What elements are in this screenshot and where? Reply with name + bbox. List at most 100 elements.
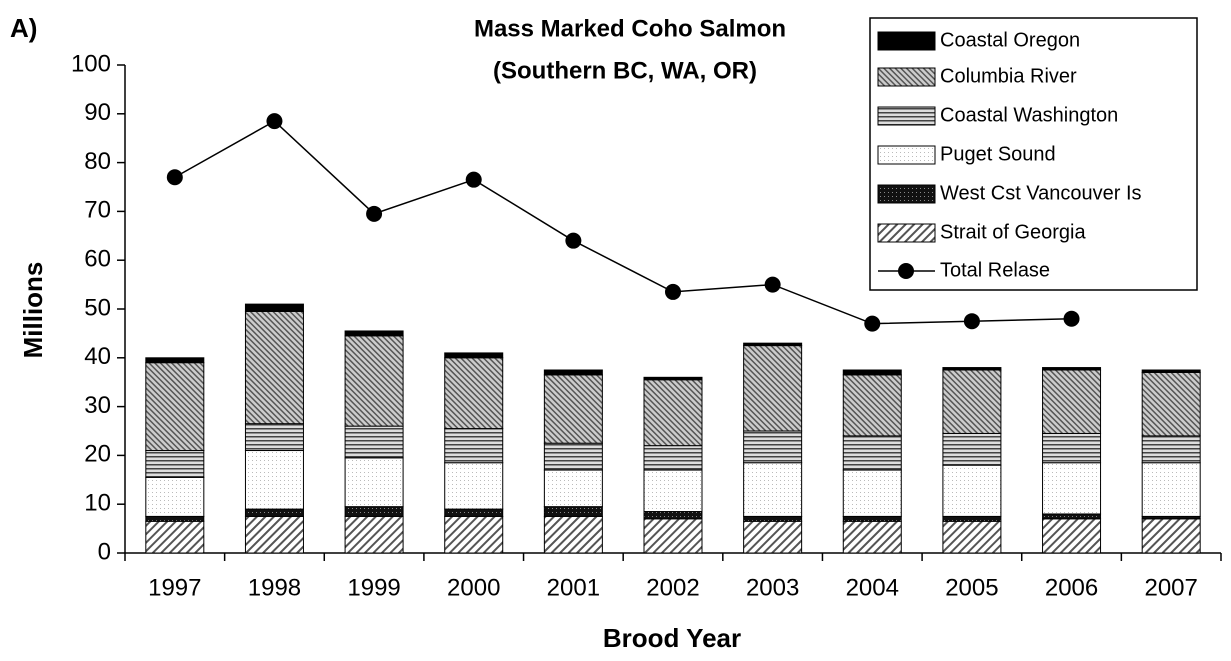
- bar-segment: [643, 376, 703, 381]
- x-tick-label: 2006: [1045, 574, 1098, 601]
- bar-segment: [145, 520, 205, 554]
- bar-segment: [244, 508, 304, 517]
- x-tick-label: 2007: [1144, 574, 1197, 601]
- bar-segment: [942, 515, 1002, 522]
- panel-label: A): [10, 13, 37, 43]
- x-tick-label: 1998: [248, 574, 301, 601]
- bar-segment: [444, 352, 504, 359]
- y-tick-label: 30: [84, 392, 111, 419]
- legend-label: Puget Sound: [940, 143, 1056, 165]
- legend-label: Coastal Oregon: [940, 29, 1080, 51]
- x-tick-label: 2005: [945, 574, 998, 601]
- bar-segment: [344, 335, 404, 427]
- x-tick-label: 2000: [447, 574, 500, 601]
- legend-label: Columbia River: [940, 65, 1077, 87]
- legend-swatch: [877, 184, 936, 204]
- total-marker: [665, 283, 681, 300]
- bar-segment: [344, 425, 404, 459]
- y-tick-label: 0: [98, 538, 111, 565]
- bar-segment: [743, 515, 803, 522]
- bar-segment: [643, 518, 703, 554]
- bar-segment: [643, 469, 703, 513]
- bar-segment: [1141, 518, 1201, 554]
- bar-segment: [643, 445, 703, 471]
- total-marker: [166, 169, 183, 186]
- bar-segment: [743, 520, 803, 554]
- bar-segment: [543, 506, 603, 517]
- legend-swatch: [877, 145, 936, 165]
- bar-segment: [244, 303, 304, 312]
- bar-segment: [1042, 513, 1102, 520]
- x-tick-label: 1997: [148, 574, 201, 601]
- legend-swatch: [877, 67, 936, 87]
- bar-segment: [1141, 371, 1201, 437]
- bar-segment: [145, 476, 205, 517]
- bar-segment: [543, 515, 603, 554]
- legend-swatch: [877, 106, 936, 126]
- bar-segment: [1042, 518, 1102, 554]
- total-marker: [266, 113, 283, 130]
- y-tick-label: 40: [84, 343, 111, 370]
- y-axis-label: Millions: [18, 262, 48, 359]
- y-tick-label: 60: [84, 246, 111, 273]
- bar-segment: [344, 457, 404, 508]
- bar-segment: [244, 450, 304, 510]
- bar-segment: [1042, 367, 1102, 371]
- bar-segment: [444, 515, 504, 554]
- x-axis-label: Brood Year: [603, 623, 741, 653]
- bar-segment: [1042, 432, 1102, 464]
- bar-segment: [543, 374, 603, 444]
- total-marker: [1063, 310, 1080, 327]
- bar-segment: [842, 515, 902, 522]
- bar-segment: [842, 520, 902, 554]
- legend-label: Coastal Washington: [940, 104, 1118, 126]
- bar-segment: [344, 330, 404, 337]
- total-marker: [963, 313, 980, 330]
- legend-label: West Cst Vancouver Is: [940, 182, 1142, 204]
- bar-segment: [444, 508, 504, 517]
- y-tick-label: 20: [84, 441, 111, 468]
- legend-marker: [898, 263, 914, 279]
- bar-segment: [942, 464, 1002, 517]
- bar-segment: [643, 511, 703, 520]
- bar-segment: [244, 423, 304, 452]
- total-marker: [565, 232, 582, 249]
- legend-swatch: [877, 223, 936, 243]
- x-tick-label: 1999: [347, 574, 400, 601]
- bar-segment: [942, 520, 1002, 554]
- y-tick-label: 90: [84, 99, 111, 126]
- bar-segment: [1141, 435, 1201, 464]
- bar-segment: [743, 345, 803, 432]
- total-marker: [366, 205, 383, 222]
- bar-segment: [842, 435, 902, 471]
- total-line: [174, 120, 1072, 325]
- bar-segment: [145, 357, 205, 364]
- bar-segment: [244, 515, 304, 554]
- bar-segment: [145, 515, 205, 522]
- bar-segment: [743, 462, 803, 517]
- bar-segment: [244, 310, 304, 425]
- bar-segment: [344, 515, 404, 554]
- bar-segment: [643, 379, 703, 447]
- bar-segment: [444, 357, 504, 430]
- chart-subtitle: (Southern BC, WA, OR): [493, 57, 757, 84]
- y-tick-label: 50: [84, 294, 111, 321]
- bar-segment: [543, 469, 603, 508]
- x-tick-label: 2001: [547, 574, 600, 601]
- bar-segment: [1042, 462, 1102, 515]
- bar-segment: [1141, 462, 1201, 517]
- bar-segment: [842, 374, 902, 437]
- legend-label: Total Relase: [940, 259, 1050, 281]
- total-marker: [764, 276, 781, 293]
- bar-segment: [444, 462, 504, 510]
- total-marker: [465, 171, 482, 188]
- legend-swatch: [877, 31, 936, 51]
- bar-segment: [743, 430, 803, 464]
- y-tick-label: 10: [84, 490, 111, 517]
- bar-segment: [145, 450, 205, 478]
- bar-segment: [942, 367, 1002, 371]
- bar-segment: [743, 342, 803, 347]
- total-marker: [864, 315, 881, 332]
- bar-segment: [942, 432, 1002, 466]
- bar-segment: [344, 506, 404, 517]
